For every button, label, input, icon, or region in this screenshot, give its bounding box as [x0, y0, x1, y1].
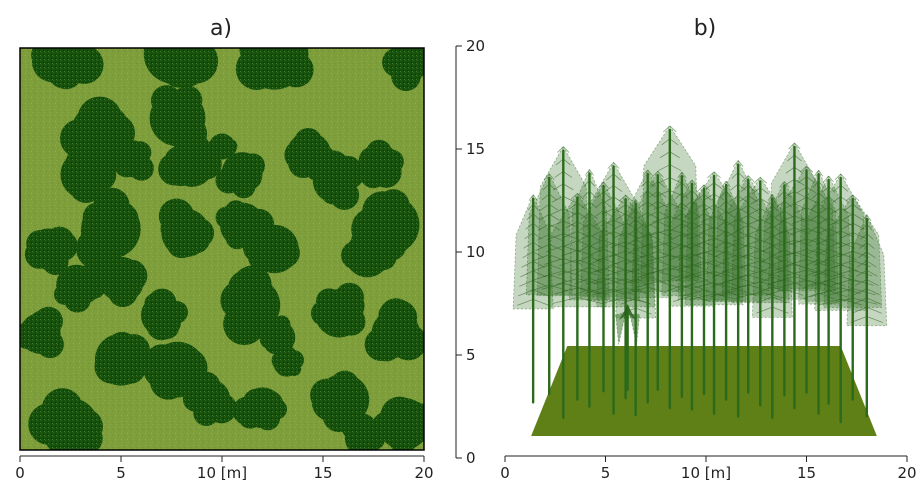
y-tick-label: 15	[466, 140, 485, 158]
tree-crown	[143, 48, 219, 88]
tree-crown	[24, 226, 78, 275]
tree-crown	[341, 413, 385, 450]
tree-crown	[242, 224, 300, 274]
tree	[640, 125, 700, 410]
trees-layer	[512, 125, 888, 436]
tree-crown	[31, 48, 104, 90]
tree-crown	[310, 370, 370, 433]
tree-crown	[54, 264, 107, 313]
tree	[846, 213, 888, 418]
tree-crown	[235, 48, 314, 90]
tree-crown	[143, 341, 208, 400]
y-tick-label: 0	[466, 449, 476, 467]
tree-crown	[215, 152, 265, 199]
tree	[730, 176, 790, 407]
x-tick-label: 10 [m]	[197, 464, 247, 482]
tree	[760, 180, 808, 397]
tree	[615, 304, 641, 391]
panel-b-title: b)	[694, 16, 717, 41]
tree-crown	[140, 288, 188, 341]
y-tick-label: 10	[466, 243, 485, 261]
tree-crown	[104, 139, 154, 181]
panel-b-plot: 0 5 10 [m] 15 20	[500, 125, 917, 482]
tree-crown	[364, 298, 424, 362]
x-tick-label: 20	[414, 464, 433, 482]
tree-crown	[158, 133, 222, 187]
tree	[547, 192, 607, 401]
tree-crown	[60, 144, 117, 203]
tree-crown	[158, 198, 215, 259]
x-tick-label: 5	[116, 464, 126, 482]
tree	[705, 180, 747, 401]
y-tick-label: 5	[466, 346, 476, 364]
tree-crown	[341, 228, 397, 278]
tree	[512, 193, 554, 404]
tree-crown	[20, 306, 64, 359]
tree-crown	[358, 139, 404, 189]
tree-crown	[232, 387, 288, 431]
plot-border	[19, 47, 425, 451]
panel-a-title: a)	[210, 16, 232, 41]
tree-crown	[28, 388, 103, 450]
tree-crown	[203, 133, 238, 160]
tree	[684, 171, 744, 415]
panel-a-plot: 0 5 10 [m] 15 20 0 5 10 15 20	[15, 37, 485, 482]
panel-b-x-axis: 0 5 10 [m] 15 20	[500, 455, 917, 482]
tree	[580, 181, 627, 393]
tree	[525, 173, 573, 396]
tree-crown	[220, 265, 281, 346]
tree-crown	[182, 371, 237, 426]
tree	[714, 159, 762, 418]
tree-crown	[312, 150, 364, 210]
canopy-layer	[20, 48, 424, 450]
x-tick-label: 15	[313, 464, 332, 482]
x-tick-label: 20	[897, 464, 916, 482]
tree-crown	[271, 345, 304, 377]
tree-crown	[382, 48, 424, 92]
panel-a-y-axis: 0 5 10 15 20	[455, 37, 485, 467]
x-tick-label: 0	[500, 464, 510, 482]
tree-crown	[311, 282, 366, 338]
tree-crown	[94, 331, 152, 386]
x-tick-label: 0	[15, 464, 25, 482]
x-tick-label: 15	[797, 464, 816, 482]
tree	[615, 198, 657, 417]
x-tick-label: 10 [m]	[681, 464, 731, 482]
tree-crown	[149, 85, 208, 153]
tree-crown	[92, 256, 148, 308]
panel-a-x-axis: 0 5 10 [m] 15 20	[15, 455, 434, 482]
y-tick-label: 20	[466, 37, 485, 55]
x-tick-label: 5	[601, 464, 611, 482]
